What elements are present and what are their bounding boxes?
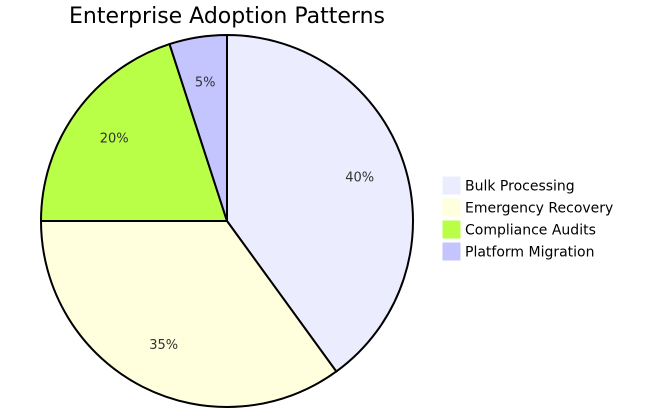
chart-title: Enterprise Adoption Patterns <box>69 4 385 29</box>
slice-label-bulk-processing: 40% <box>345 170 374 185</box>
slice-label-emergency-recovery: 35% <box>149 338 178 353</box>
legend: Bulk Processing Emergency Recovery Complia… <box>442 176 613 261</box>
legend-label-platform-migration: Platform Migration <box>465 245 595 261</box>
slice-label-compliance-audits: 20% <box>100 132 129 147</box>
legend-label-compliance-audits: Compliance Audits <box>465 223 596 239</box>
legend-swatch-emergency-recovery <box>442 198 461 217</box>
pie-slices <box>39 33 414 408</box>
legend-label-bulk-processing: Bulk Processing <box>465 179 575 195</box>
legend-swatch-compliance-audits <box>442 220 461 239</box>
slice-labels: 40% 35% 20% 5% <box>100 76 374 353</box>
pie-slice-bulk-processing <box>226 33 414 373</box>
pie-slice-platform-migration <box>168 33 228 222</box>
legend-label-emergency-recovery: Emergency Recovery <box>465 201 613 217</box>
pie-slice-emergency-recovery <box>39 220 338 408</box>
pie-slice-compliance-audits <box>39 42 229 222</box>
legend-swatch-bulk-processing <box>442 176 461 195</box>
legend-swatch-platform-migration <box>442 242 461 261</box>
slice-label-platform-migration: 5% <box>195 76 216 91</box>
